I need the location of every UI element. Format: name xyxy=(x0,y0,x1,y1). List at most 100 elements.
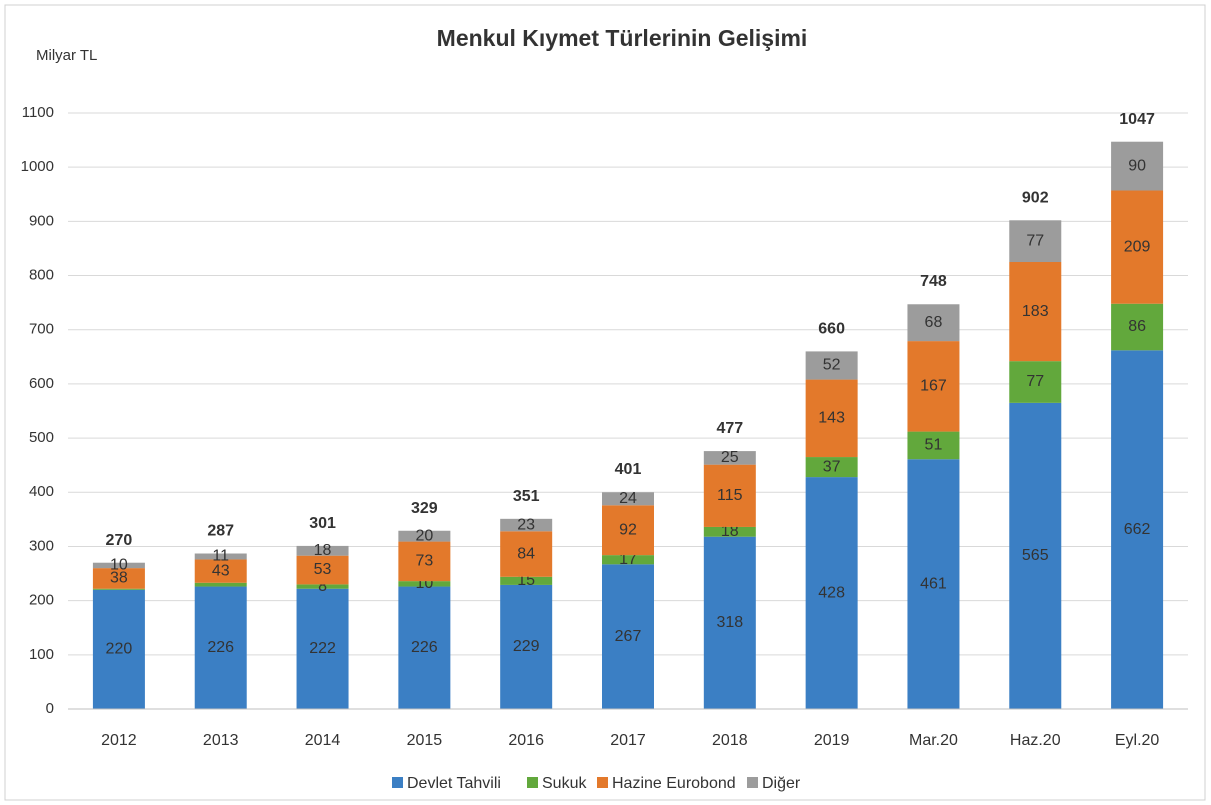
bar-segment xyxy=(1111,141,1164,191)
y-axis-label: Milyar TL xyxy=(36,47,97,64)
x-tick-label: 2018 xyxy=(712,732,748,749)
data-label: 18 xyxy=(314,542,332,559)
bar-segment xyxy=(805,379,858,458)
data-label: 53 xyxy=(314,561,332,578)
data-label: 84 xyxy=(517,545,535,562)
data-label: 25 xyxy=(721,449,739,466)
y-tick-label: 1000 xyxy=(21,158,54,175)
data-label: 115 xyxy=(717,487,743,504)
bar-segment xyxy=(1111,350,1164,709)
total-label: 401 xyxy=(615,461,642,478)
data-label: 226 xyxy=(207,639,234,656)
total-label: 329 xyxy=(411,500,438,517)
total-label: 902 xyxy=(1022,189,1049,206)
bar-segment xyxy=(500,576,553,585)
data-label: 565 xyxy=(1022,547,1049,564)
bar-segment xyxy=(907,431,960,460)
data-label: 92 xyxy=(619,521,637,538)
legend-label: Hazine Eurobond xyxy=(612,775,736,792)
y-tick-label: 500 xyxy=(29,429,54,446)
bar-segment xyxy=(194,553,247,560)
bar-segment xyxy=(602,564,654,709)
total-label: 287 xyxy=(207,523,234,540)
bar-segment xyxy=(1009,220,1062,262)
bar-segment xyxy=(1009,262,1062,362)
y-tick-label: 400 xyxy=(29,483,54,500)
data-label: 18 xyxy=(721,523,739,540)
bar-segment xyxy=(92,568,145,589)
bar-segment xyxy=(1111,190,1164,304)
bar-segment xyxy=(500,518,553,532)
data-label: 8 xyxy=(318,578,327,595)
y-tick-label: 100 xyxy=(29,646,54,663)
total-label: 351 xyxy=(513,488,540,505)
data-label: 86 xyxy=(1128,318,1146,335)
x-tick-label: Haz.20 xyxy=(1010,732,1061,749)
total-label: 1047 xyxy=(1119,111,1155,128)
legend-swatch xyxy=(392,777,403,788)
bar-segment xyxy=(296,545,349,556)
bar-segment xyxy=(602,505,654,556)
data-label: 229 xyxy=(513,638,540,655)
bar-segment xyxy=(703,451,756,465)
data-label: 226 xyxy=(411,639,438,656)
bar-segment xyxy=(296,555,349,585)
data-label: 183 xyxy=(1022,303,1049,320)
bar-segment xyxy=(1009,361,1062,403)
legend-label: Sukuk xyxy=(542,775,587,792)
data-label: 43 xyxy=(212,562,230,579)
bar-segment xyxy=(398,530,451,542)
bar-segment xyxy=(703,536,756,709)
bar-segment xyxy=(194,582,247,587)
x-tick-label: 2017 xyxy=(610,732,646,749)
data-label: 267 xyxy=(615,628,642,645)
bar-segment xyxy=(92,562,145,569)
y-tick-label: 700 xyxy=(29,321,54,338)
bar-segment xyxy=(398,586,451,709)
total-label: 477 xyxy=(716,420,743,437)
data-label: 222 xyxy=(309,640,336,657)
bar-segment xyxy=(500,531,553,577)
data-label: 37 xyxy=(823,458,841,475)
legend-swatch xyxy=(747,777,758,788)
data-label: 51 xyxy=(925,437,943,454)
data-label: 11 xyxy=(212,548,229,565)
x-tick-label: Mar.20 xyxy=(909,732,958,749)
y-tick-label: 800 xyxy=(29,267,54,284)
bar-segment xyxy=(907,341,960,432)
x-tick-label: 2012 xyxy=(101,732,137,749)
data-label: 318 xyxy=(716,614,743,631)
data-label: 17 xyxy=(619,551,637,568)
bar-segment xyxy=(1009,402,1062,709)
bar-segment xyxy=(194,586,247,709)
x-tick-label: 2016 xyxy=(508,732,544,749)
legend-label: Devlet Tahvili xyxy=(407,775,501,792)
data-label: 428 xyxy=(818,584,845,601)
data-label: 77 xyxy=(1026,232,1044,249)
bar-segment xyxy=(907,304,960,342)
bar-segment xyxy=(398,581,451,587)
bar-segment xyxy=(805,477,858,709)
chart-title: Menkul Kıymet Türlerinin Gelişimi xyxy=(437,25,808,51)
y-tick-label: 0 xyxy=(46,700,54,717)
legend-swatch xyxy=(527,777,538,788)
data-label: 220 xyxy=(106,641,133,658)
total-label: 301 xyxy=(309,515,336,532)
data-label: 52 xyxy=(823,357,841,374)
bar-segment xyxy=(194,559,247,583)
y-tick-label: 1100 xyxy=(22,104,54,121)
bar-segment xyxy=(296,588,349,709)
data-label: 24 xyxy=(619,490,637,507)
data-label: 23 xyxy=(517,516,535,533)
data-label: 20 xyxy=(415,527,433,544)
total-label: 270 xyxy=(106,532,133,549)
bar-segment xyxy=(703,526,756,537)
data-label: 209 xyxy=(1124,238,1151,255)
data-label: 38 xyxy=(110,570,128,587)
data-label: 10 xyxy=(110,557,128,574)
bar-segment xyxy=(500,584,553,709)
bar-segment xyxy=(805,351,858,380)
y-tick-label: 300 xyxy=(29,537,54,554)
bar-segment xyxy=(703,464,756,527)
